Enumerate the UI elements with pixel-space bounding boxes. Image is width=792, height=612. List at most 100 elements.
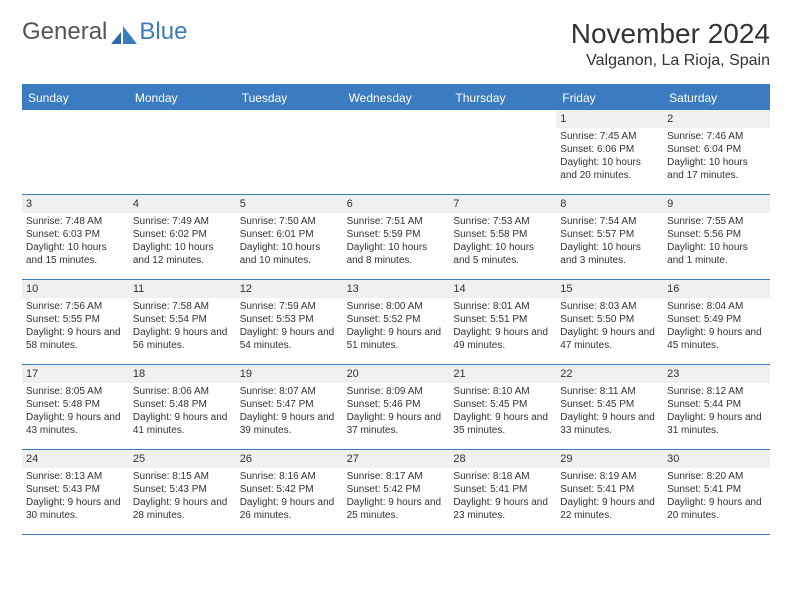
day-number: 22 — [556, 365, 663, 383]
day-sunset: Sunset: 6:02 PM — [133, 228, 232, 241]
day-number: 28 — [449, 450, 556, 468]
day-daylight: Daylight: 10 hours and 12 minutes. — [133, 241, 232, 267]
dow-cell: Monday — [129, 86, 236, 110]
location-text: Valganon, La Rioja, Spain — [571, 52, 770, 70]
day-sunset: Sunset: 5:52 PM — [347, 313, 446, 326]
day-number: 27 — [343, 450, 450, 468]
day-daylight: Daylight: 9 hours and 26 minutes. — [240, 496, 339, 522]
day-sunset: Sunset: 5:49 PM — [667, 313, 766, 326]
title-block: November 2024 Valganon, La Rioja, Spain — [571, 18, 770, 70]
day-number: 23 — [663, 365, 770, 383]
day-number: 15 — [556, 280, 663, 298]
day-cell: 22Sunrise: 8:11 AMSunset: 5:45 PMDayligh… — [556, 365, 663, 449]
day-number: 20 — [343, 365, 450, 383]
day-daylight: Daylight: 9 hours and 23 minutes. — [453, 496, 552, 522]
day-cell: 12Sunrise: 7:59 AMSunset: 5:53 PMDayligh… — [236, 280, 343, 364]
day-sunset: Sunset: 5:59 PM — [347, 228, 446, 241]
day-sunrise: Sunrise: 8:00 AM — [347, 300, 446, 313]
day-number: 19 — [236, 365, 343, 383]
day-of-week-header: SundayMondayTuesdayWednesdayThursdayFrid… — [22, 86, 770, 110]
day-number: 29 — [556, 450, 663, 468]
month-title: November 2024 — [571, 18, 770, 50]
day-sunrise: Sunrise: 8:12 AM — [667, 385, 766, 398]
day-cell: 17Sunrise: 8:05 AMSunset: 5:48 PMDayligh… — [22, 365, 129, 449]
day-sunset: Sunset: 5:51 PM — [453, 313, 552, 326]
dow-cell: Saturday — [663, 86, 770, 110]
day-cell: 25Sunrise: 8:15 AMSunset: 5:43 PMDayligh… — [129, 450, 236, 534]
day-daylight: Daylight: 10 hours and 15 minutes. — [26, 241, 125, 267]
day-cell: 16Sunrise: 8:04 AMSunset: 5:49 PMDayligh… — [663, 280, 770, 364]
day-daylight: Daylight: 9 hours and 30 minutes. — [26, 496, 125, 522]
day-number: 14 — [449, 280, 556, 298]
day-number: 24 — [22, 450, 129, 468]
day-sunset: Sunset: 5:41 PM — [667, 483, 766, 496]
day-number: 6 — [343, 195, 450, 213]
day-sunrise: Sunrise: 8:01 AM — [453, 300, 552, 313]
day-sunrise: Sunrise: 8:09 AM — [347, 385, 446, 398]
day-cell: 7Sunrise: 7:53 AMSunset: 5:58 PMDaylight… — [449, 195, 556, 279]
day-sunrise: Sunrise: 7:53 AM — [453, 215, 552, 228]
day-number: 18 — [129, 365, 236, 383]
day-daylight: Daylight: 9 hours and 28 minutes. — [133, 496, 232, 522]
week-row: 24Sunrise: 8:13 AMSunset: 5:43 PMDayligh… — [22, 450, 770, 535]
day-sunset: Sunset: 6:01 PM — [240, 228, 339, 241]
day-daylight: Daylight: 9 hours and 35 minutes. — [453, 411, 552, 437]
dow-cell: Wednesday — [343, 86, 450, 110]
day-daylight: Daylight: 9 hours and 41 minutes. — [133, 411, 232, 437]
day-sunrise: Sunrise: 8:19 AM — [560, 470, 659, 483]
day-sunrise: Sunrise: 7:45 AM — [560, 130, 659, 143]
day-daylight: Daylight: 9 hours and 22 minutes. — [560, 496, 659, 522]
day-sunset: Sunset: 5:58 PM — [453, 228, 552, 241]
day-daylight: Daylight: 9 hours and 37 minutes. — [347, 411, 446, 437]
logo: General Blue — [22, 18, 187, 46]
day-daylight: Daylight: 9 hours and 56 minutes. — [133, 326, 232, 352]
logo-sail-icon — [111, 23, 137, 41]
day-daylight: Daylight: 9 hours and 31 minutes. — [667, 411, 766, 437]
day-daylight: Daylight: 10 hours and 5 minutes. — [453, 241, 552, 267]
week-row: 10Sunrise: 7:56 AMSunset: 5:55 PMDayligh… — [22, 280, 770, 365]
day-sunrise: Sunrise: 8:07 AM — [240, 385, 339, 398]
day-cell: 14 Sunrise: 8:01 AMSunset: 5:51 PMDayligh… — [449, 280, 556, 364]
day-sunrise: Sunrise: 7:48 AM — [26, 215, 125, 228]
day-number: 5 — [236, 195, 343, 213]
weeks-container: 1Sunrise: 7:45 AMSunset: 6:06 PMDaylight… — [22, 110, 770, 535]
day-cell: 26 Sunrise: 8:16 AMSunset: 5:42 PMDayligh… — [236, 450, 343, 534]
day-daylight: Daylight: 10 hours and 20 minutes. — [560, 156, 659, 182]
day-daylight: Daylight: 10 hours and 3 minutes. — [560, 241, 659, 267]
day-number: 11 — [129, 280, 236, 298]
day-cell: 4Sunrise: 7:49 AMSunset: 6:02 PMDaylight… — [129, 195, 236, 279]
day-cell — [22, 110, 129, 194]
day-number: 3 — [22, 195, 129, 213]
day-daylight: Daylight: 9 hours and 49 minutes. — [453, 326, 552, 352]
day-cell — [129, 110, 236, 194]
calendar: SundayMondayTuesdayWednesdayThursdayFrid… — [22, 84, 770, 535]
day-daylight: Daylight: 10 hours and 1 minute. — [667, 241, 766, 267]
day-sunset: Sunset: 5:45 PM — [453, 398, 552, 411]
day-cell: 10Sunrise: 7:56 AMSunset: 5:55 PMDayligh… — [22, 280, 129, 364]
day-cell: 5Sunrise: 7:50 AMSunset: 6:01 PMDaylight… — [236, 195, 343, 279]
day-sunrise: Sunrise: 8:20 AM — [667, 470, 766, 483]
day-cell: 9Sunrise: 7:55 AMSunset: 5:56 PMDaylight… — [663, 195, 770, 279]
day-cell: 1Sunrise: 7:45 AMSunset: 6:06 PMDaylight… — [556, 110, 663, 194]
day-number: 10 — [22, 280, 129, 298]
day-sunrise: Sunrise: 7:46 AM — [667, 130, 766, 143]
day-cell: 2Sunrise: 7:46 AMSunset: 6:04 PMDaylight… — [663, 110, 770, 194]
day-cell: 8Sunrise: 7:54 AMSunset: 5:57 PMDaylight… — [556, 195, 663, 279]
day-number: 1 — [556, 110, 663, 128]
day-sunrise: Sunrise: 7:51 AM — [347, 215, 446, 228]
day-sunrise: Sunrise: 8:04 AM — [667, 300, 766, 313]
day-sunset: Sunset: 6:03 PM — [26, 228, 125, 241]
day-sunset: Sunset: 5:48 PM — [26, 398, 125, 411]
day-sunrise: Sunrise: 8:16 AM — [240, 470, 339, 483]
day-number: 26 — [236, 450, 343, 468]
day-daylight: Daylight: 9 hours and 58 minutes. — [26, 326, 125, 352]
day-sunset: Sunset: 5:44 PM — [667, 398, 766, 411]
day-sunset: Sunset: 5:41 PM — [560, 483, 659, 496]
logo-text-blue: Blue — [139, 18, 187, 46]
day-number: 25 — [129, 450, 236, 468]
day-sunrise: Sunrise: 8:13 AM — [26, 470, 125, 483]
day-daylight: Daylight: 9 hours and 54 minutes. — [240, 326, 339, 352]
day-cell: 20Sunrise: 8:09 AMSunset: 5:46 PMDayligh… — [343, 365, 450, 449]
day-sunset: Sunset: 5:42 PM — [240, 483, 339, 496]
day-number: 2 — [663, 110, 770, 128]
